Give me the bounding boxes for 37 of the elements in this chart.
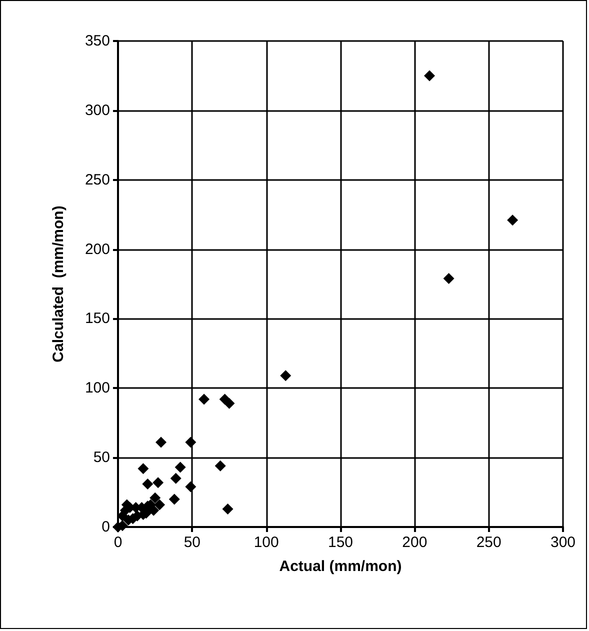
y-tick-label: 50 [93,449,110,466]
point [150,492,161,504]
point [224,398,235,409]
point [214,460,226,472]
y-tick-label: 150 [84,310,110,328]
x-tick-label: 100 [254,534,279,551]
x-tick-label: 250 [476,534,502,551]
x-tick-label: 50 [184,534,201,551]
point [138,463,149,474]
point [142,478,154,490]
point [185,436,196,448]
point [154,499,166,510]
x-tick-label: 150 [328,534,354,551]
y-tick-label: 200 [84,240,110,258]
y-tick-label: 250 [84,171,110,188]
point [156,436,167,448]
x-axis-title: Actual (mm/mon) [279,558,402,575]
y-tick-label: 350 [84,32,110,50]
y-tick-label: 300 [84,102,110,119]
point [170,472,182,484]
point [280,370,292,382]
point [152,477,164,488]
point [174,462,186,473]
point [198,394,210,405]
point [168,494,180,505]
y-tick-label: 100 [84,380,110,397]
point [148,504,160,516]
x-tick-label: 0 [114,534,122,551]
point [507,214,518,226]
point [185,481,196,492]
point [222,503,234,514]
y-tick-label: 0 [102,518,110,536]
point [443,272,454,284]
point [424,70,435,82]
y-axis-title: Calculated (mm/mon) [50,206,67,362]
x-tick-label: 300 [550,534,576,551]
x-tick-label: 200 [402,534,428,551]
